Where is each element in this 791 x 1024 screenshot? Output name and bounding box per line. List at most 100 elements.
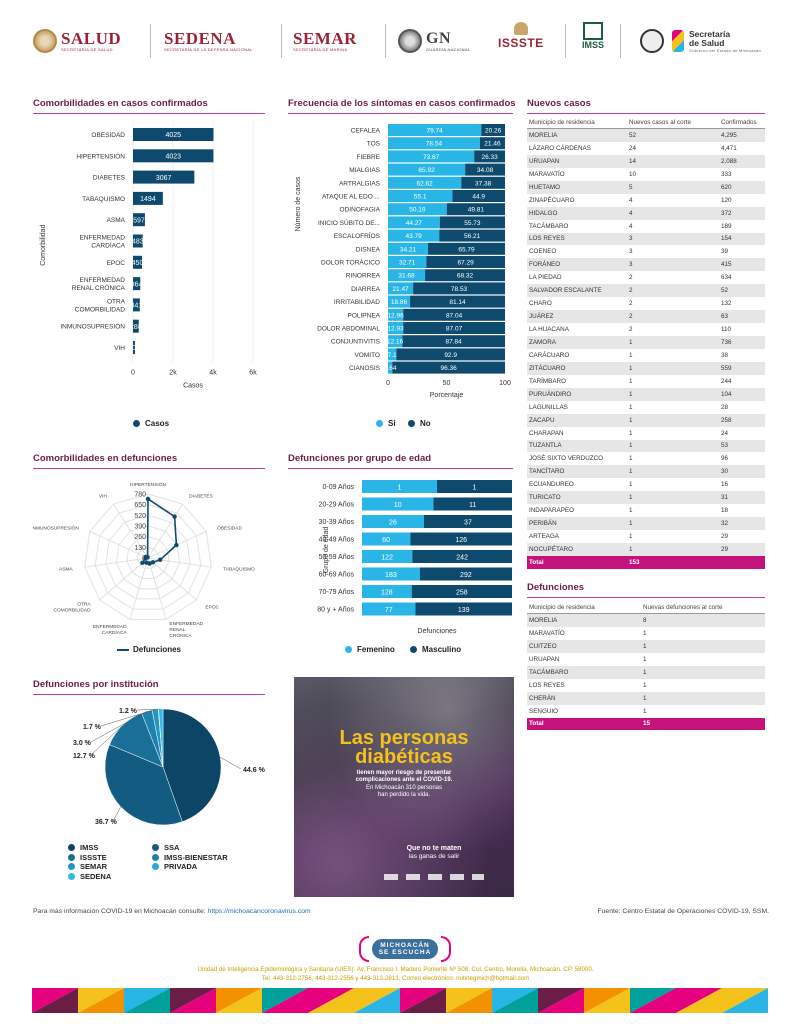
table-cell: PERIBÁN: [527, 517, 627, 531]
table-cell: 1: [643, 629, 647, 637]
footer-more-info-text: Para más información COVID-19 en Michoac…: [33, 908, 206, 915]
radar-spoke: [99, 557, 149, 601]
bar-masculino: [437, 480, 512, 493]
bar-value-label: 92.9: [444, 352, 457, 359]
bar-value-label: 1: [398, 484, 402, 491]
gn-logo-sub: GUARDIA NACIONAL: [426, 47, 471, 52]
category-label: INMUNOSUPRESIÓN: [60, 322, 125, 331]
table-cell: 1: [627, 336, 719, 349]
bar-value-label: 44.27: [406, 220, 423, 227]
pie-slice-label: 36.7 %: [95, 819, 118, 826]
radar-point: [145, 555, 150, 560]
sintomas-underline: [288, 113, 513, 114]
table-cell: PURUÁNDIRO: [527, 387, 627, 401]
column-header: Municipio de residencia: [527, 601, 641, 614]
salud-michoacan-text: Secretaría de Salud: [689, 28, 731, 48]
strip-triangle: [354, 988, 400, 1013]
table-row: NOCUPÉTARO 1 29: [527, 543, 765, 556]
table-cell: HUETAMO: [527, 180, 627, 194]
legend-dot-icon: [68, 844, 75, 851]
category-label: 70-79 Años: [319, 589, 355, 596]
diabetes-poster: Las personas diabéticas tienen mayor rie…: [294, 677, 514, 897]
bar-value-label: 597: [133, 217, 145, 224]
category-label: DIABETES: [93, 175, 126, 182]
bar-masculino: [411, 585, 512, 598]
radar-axis-label: RENAL: [169, 627, 185, 633]
table-row: JUÁREZ 2 63: [527, 310, 765, 324]
category-label: 40-49 Años: [319, 537, 355, 544]
table-row: ZINAPÉCUARO 4 120: [527, 194, 765, 207]
table-cell: NOCUPÉTARO: [527, 543, 627, 556]
bar-value-label: 32.71: [399, 260, 416, 267]
radar-axis-label: CARDÍACA: [102, 629, 128, 636]
table-row: LA HUACANA 2 110: [527, 323, 765, 336]
table-cell: 2: [627, 310, 719, 324]
pie-leader-line: [136, 708, 161, 711]
bar-no: [403, 308, 505, 321]
poster-title-1: Las personas: [339, 727, 469, 749]
bar-femenino: [362, 480, 437, 493]
radar-axis-label: EPOC: [205, 604, 219, 610]
institucion-chart: 44.6 % 36.7 % 12.7 % 3.0 % 1.7 % 1.2 %: [73, 708, 265, 826]
bar-value-label: 21.46: [484, 141, 501, 148]
table-cell: 1: [627, 361, 719, 375]
bar-value-label: 450: [132, 260, 144, 267]
footer-link[interactable]: https://michoacancoronavirus.com: [207, 908, 311, 915]
table-row: HUETAMO 5 620: [527, 180, 765, 194]
table-cell: MARAVATÍO: [529, 629, 565, 637]
strip-triangle: [170, 988, 216, 1013]
edad-legend-fem-label: Femenino: [357, 645, 395, 654]
table-cell: 1: [641, 691, 765, 705]
strip-triangle: [538, 988, 584, 1013]
bar-value-label: 43.79: [405, 233, 422, 240]
comorb-chart: 0 2k 4k 6k OBESIDAD 4025 HIPERTENSIÓN 4023 DIABE…: [40, 120, 257, 389]
category-label: RINORREA: [346, 273, 381, 280]
bar-si: [388, 229, 440, 242]
table-cell: CHERÁN: [527, 691, 641, 705]
radar-legend-label: Defunciones: [133, 645, 182, 654]
defunciones-title: Defunciones: [527, 582, 585, 593]
table-cell: 1: [629, 507, 633, 515]
bar-value-label: 12.16: [387, 339, 404, 346]
table-header-row: Municipio de residencia Nuevas defuncion…: [527, 601, 765, 614]
sedena-logo-sub: SECRETARÍA DE LA DEFENSA NACIONAL: [164, 47, 253, 52]
bar-value-label: 31.68: [398, 273, 415, 280]
table-cell: JUÁREZ: [527, 310, 627, 324]
bar-no: [396, 348, 505, 361]
table-cell: 132: [721, 300, 732, 308]
table-row: LÁZARO CÁRDENAS 24 4,471: [527, 142, 765, 155]
bar-no: [479, 137, 505, 150]
bar-femenino: [362, 602, 416, 616]
table-cell: ARTEAGA: [529, 533, 559, 541]
bar-value-label: 49.81: [468, 207, 485, 214]
bar-value-label: 100: [128, 345, 140, 352]
bar: [133, 298, 140, 312]
table-row: URUAPAN 1: [527, 653, 765, 666]
decorative-color-strip: [32, 988, 768, 1013]
x-tick-label: 50: [443, 380, 451, 387]
category-label: VIH: [114, 345, 125, 352]
imss-logo: IMSS: [582, 22, 604, 52]
defunciones-table: Municipio de residencia Nuevas defuncion…: [527, 601, 765, 731]
radar-spoke: [129, 557, 149, 620]
bar-value-label: 67.29: [457, 260, 474, 267]
table-cell: 32: [719, 517, 765, 531]
table-cell: COENEO: [529, 248, 557, 256]
radar-axis-label: DIABETES: [189, 494, 213, 500]
bar-value-label: 26: [389, 519, 397, 526]
table-row: CHARAPAN 1 24: [527, 427, 765, 440]
logo-divider: [150, 24, 151, 58]
bar-value-label: 65.79: [458, 246, 475, 253]
radar-spoke: [84, 557, 149, 568]
table-row: PERIBÁN 1 32: [527, 517, 765, 531]
table-row: ARTEAGA 1 29: [527, 530, 765, 543]
column-header: Nuevas defunciones al corte: [641, 601, 765, 614]
radar-axis-label: HIPERTENSIÓN: [130, 481, 166, 488]
table-cell: ECUANDUREO: [529, 481, 574, 489]
table-cell: 4,295: [719, 128, 765, 142]
table-cell: LA PIEDAD: [529, 274, 562, 282]
pie-legend-label: SEMAR: [80, 862, 108, 871]
category-label: ENFERMEDAD: [79, 235, 125, 242]
radar-spoke: [147, 557, 167, 620]
table-cell: MARAVATÍO: [529, 170, 565, 178]
